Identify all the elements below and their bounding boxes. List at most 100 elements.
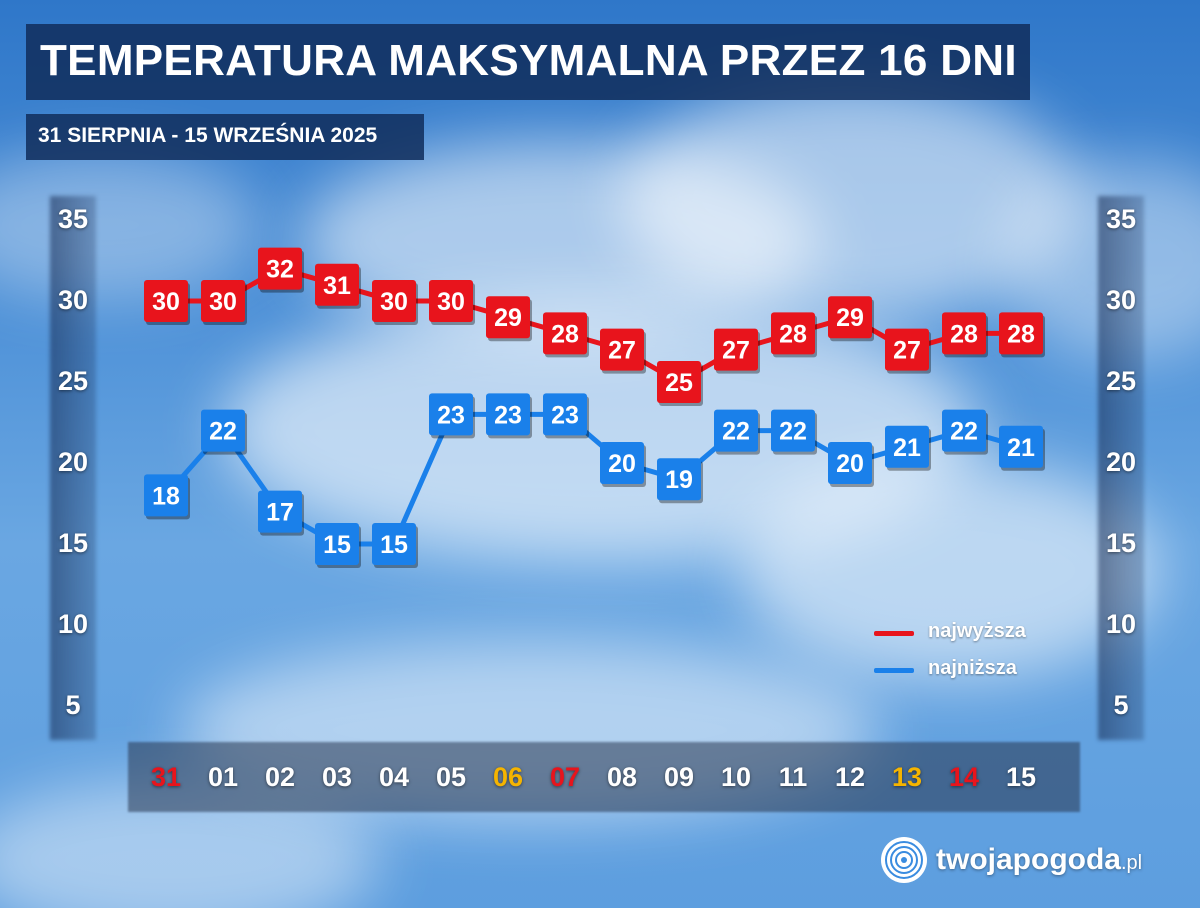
data-point-low: 20 xyxy=(828,442,874,487)
data-label: 23 xyxy=(551,401,579,429)
series-line-high xyxy=(166,266,1021,385)
data-label: 20 xyxy=(836,450,864,478)
y-tick-left: 35 xyxy=(57,204,89,234)
data-point-low: 20 xyxy=(600,442,646,487)
logo-radar-icon xyxy=(881,837,927,883)
logo-name: twojapogoda xyxy=(936,843,1121,876)
x-tick: 03 xyxy=(321,762,353,792)
y-tick-right: 20 xyxy=(1105,447,1137,477)
y-tick-left: 25 xyxy=(57,366,89,396)
y-tick-right: 25 xyxy=(1105,366,1137,396)
data-label: 22 xyxy=(722,418,750,446)
data-point-low: 15 xyxy=(315,523,361,568)
data-label: 21 xyxy=(1007,434,1035,462)
data-point-high: 28 xyxy=(771,312,817,358)
data-point-low: 23 xyxy=(486,393,532,439)
data-point-low: 17 xyxy=(258,490,304,536)
data-label: 23 xyxy=(494,401,522,429)
data-label: 27 xyxy=(722,337,750,365)
x-tick: 15 xyxy=(1005,762,1037,792)
logo-suffix: .pl xyxy=(1120,852,1143,874)
data-label: 15 xyxy=(323,531,351,559)
data-point-high: 32 xyxy=(258,247,304,293)
data-label: 22 xyxy=(209,418,237,446)
title-banner xyxy=(26,24,1030,100)
y-tick-left: 20 xyxy=(57,447,89,477)
data-point-high: 27 xyxy=(714,328,760,374)
y-axis-left-band xyxy=(50,196,96,740)
data-point-low: 21 xyxy=(999,425,1045,471)
x-tick: 11 xyxy=(778,762,808,792)
data-label: 17 xyxy=(266,499,294,527)
y-tick-right: 30 xyxy=(1105,285,1137,315)
data-point-low: 23 xyxy=(429,393,475,439)
y-tick-right: 5 xyxy=(1113,690,1129,720)
data-label: 30 xyxy=(209,288,237,316)
y-tick-left: 5 xyxy=(65,690,81,720)
x-tick: 09 xyxy=(663,762,695,792)
data-label: 27 xyxy=(608,337,636,365)
data-point-low: 22 xyxy=(942,409,988,455)
x-tick: 31 xyxy=(150,762,182,792)
x-tick: 13 xyxy=(891,762,923,792)
data-point-low: 21 xyxy=(885,425,931,471)
x-tick: 12 xyxy=(834,762,866,792)
data-point-low: 18 xyxy=(144,474,190,520)
x-tick: 14 xyxy=(948,762,980,792)
y-tick-right: 10 xyxy=(1105,609,1137,639)
chart-title: TEMPERATURA MAKSYMALNA PRZEZ 16 DNI xyxy=(40,36,1017,85)
data-point-high: 28 xyxy=(543,312,589,358)
legend-low-label: najniższa xyxy=(928,657,1017,679)
data-label: 30 xyxy=(380,288,408,316)
data-point-low: 15 xyxy=(372,523,418,568)
data-label: 32 xyxy=(266,256,294,284)
brand-logo: twojapogoda.pl xyxy=(880,836,1142,884)
data-point-low: 23 xyxy=(543,393,589,439)
x-tick: 02 xyxy=(264,762,296,792)
subtitle-banner xyxy=(26,114,424,160)
data-label: 31 xyxy=(323,272,351,300)
x-axis-band xyxy=(128,742,1080,812)
data-label: 22 xyxy=(779,418,807,446)
data-label: 28 xyxy=(1007,320,1035,348)
series-line-low xyxy=(164,411,1022,547)
data-point-high: 28 xyxy=(942,312,988,358)
data-label: 15 xyxy=(380,531,408,559)
x-tick: 04 xyxy=(378,762,410,792)
data-point-high: 25 xyxy=(657,361,703,406)
legend-high-label: najwyższa xyxy=(928,620,1026,642)
y-tick-left: 10 xyxy=(57,609,89,639)
data-label: 19 xyxy=(665,466,693,494)
data-point-high: 29 xyxy=(828,296,874,342)
x-tick: 07 xyxy=(549,762,581,792)
legend-high-swatch xyxy=(874,631,914,636)
data-label: 30 xyxy=(437,288,465,316)
data-point-low: 22 xyxy=(201,409,247,455)
data-point-high: 30 xyxy=(429,280,475,325)
y-tick-left: 30 xyxy=(57,285,89,315)
chart-subtitle: 31 SIERPNIA - 15 WRZEŚNIA 2025 xyxy=(38,124,378,147)
data-label: 29 xyxy=(494,304,522,332)
x-tick: 06 xyxy=(492,762,524,792)
data-point-high: 30 xyxy=(144,280,190,325)
data-point-low: 22 xyxy=(771,409,817,455)
data-point-high: 27 xyxy=(885,328,931,374)
data-point-high: 31 xyxy=(315,263,361,309)
logo-text: twojapogoda.pl xyxy=(936,843,1142,877)
data-point-low: 19 xyxy=(657,458,703,504)
y-axis-right-band xyxy=(1098,196,1144,740)
data-point-high: 28 xyxy=(999,312,1045,358)
y-tick-right: 35 xyxy=(1105,204,1137,234)
data-point-high: 27 xyxy=(600,328,646,374)
data-label: 21 xyxy=(893,434,921,462)
data-label: 22 xyxy=(950,418,978,446)
x-tick: 08 xyxy=(606,762,638,792)
x-tick: 05 xyxy=(435,762,467,792)
data-point-low: 22 xyxy=(714,409,760,455)
data-label: 20 xyxy=(608,450,636,478)
data-label: 28 xyxy=(779,320,807,348)
data-point-high: 29 xyxy=(486,296,532,342)
data-label: 23 xyxy=(437,401,465,429)
data-point-high: 30 xyxy=(201,280,247,325)
